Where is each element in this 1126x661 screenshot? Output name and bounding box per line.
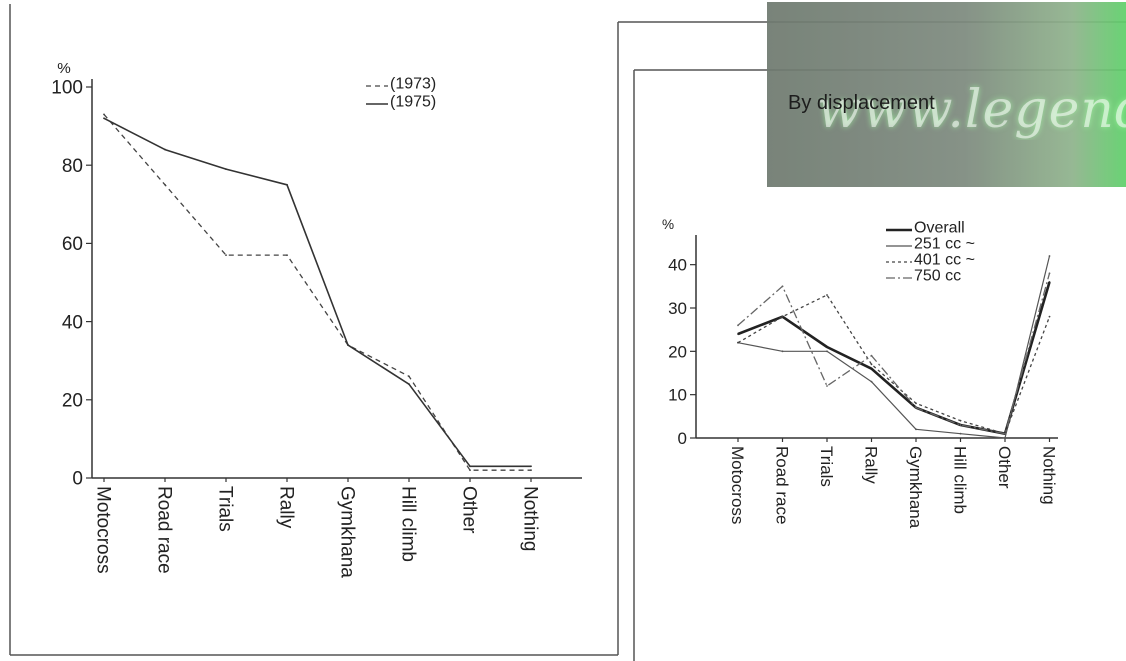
data-point <box>870 380 873 383</box>
x-tick-label: Trials <box>817 446 836 487</box>
y-tick-label: 40 <box>668 256 687 275</box>
data-point <box>1004 432 1006 435</box>
y-axis-unit-label: % <box>662 217 674 232</box>
legend-label: Overall <box>914 219 965 236</box>
data-point <box>1048 281 1051 283</box>
data-point <box>826 350 828 353</box>
data-point <box>408 375 410 378</box>
data-point <box>1048 315 1051 318</box>
data-point <box>826 385 828 387</box>
data-point <box>737 324 739 327</box>
series-line-401-cc <box>737 294 1051 435</box>
data-point <box>826 294 828 296</box>
data-point <box>915 428 917 431</box>
data-point <box>469 465 471 468</box>
x-tick-label: Motocross <box>728 446 747 524</box>
data-point <box>530 469 532 472</box>
y-tick-label: 0 <box>72 469 83 490</box>
data-point <box>1004 437 1006 439</box>
data-point <box>781 285 784 288</box>
data-point <box>469 469 471 472</box>
data-point <box>164 148 166 151</box>
x-tick-label: Rally <box>862 446 881 484</box>
x-tick-label: Rally <box>275 486 296 529</box>
data-point <box>915 402 917 405</box>
x-tick-label: Gymkhana <box>906 446 925 529</box>
data-point <box>164 183 166 186</box>
data-point <box>959 419 962 422</box>
x-tick-label: Hill climb <box>951 446 970 514</box>
legend-label: 251 cc ~ <box>914 235 975 252</box>
y-tick-label: 10 <box>668 386 687 405</box>
data-point <box>737 333 739 335</box>
x-tick-label: Other <box>995 446 1014 489</box>
data-point <box>225 168 227 171</box>
data-point <box>530 465 532 468</box>
data-point <box>959 432 962 435</box>
legend-label: (1973) <box>390 75 436 92</box>
left-panel-frame <box>9 4 619 656</box>
y-tick-label: 0 <box>678 429 687 448</box>
data-point <box>959 424 962 426</box>
right-chart-title: By displacement <box>788 92 935 114</box>
y-tick-label: 20 <box>62 390 83 411</box>
x-tick-label: Nothing <box>1040 446 1059 505</box>
data-point <box>103 117 105 120</box>
data-point <box>225 254 227 257</box>
y-tick-label: 40 <box>62 312 83 333</box>
data-point <box>870 367 873 370</box>
x-tick-label: Motocross <box>92 486 113 574</box>
legend-label: (1975) <box>390 93 436 110</box>
x-tick-label: Other <box>458 486 479 534</box>
series-line-1975 <box>103 117 531 468</box>
series-line-251-cc <box>737 255 1051 439</box>
x-tick-label: Nothing <box>519 486 540 552</box>
y-axis-unit-label: % <box>57 60 71 77</box>
x-tick-label: Road race <box>153 486 174 574</box>
data-point <box>826 346 828 348</box>
y-tick-label: 100 <box>51 78 83 99</box>
legend-label: 401 cc ~ <box>914 251 975 268</box>
x-tick-label: Trials <box>214 486 235 532</box>
data-point <box>781 315 784 318</box>
data-point <box>737 341 739 344</box>
x-tick-label: Hill climb <box>397 486 418 562</box>
data-point <box>347 344 349 346</box>
watermark-overlay: www.legends <box>767 2 1126 187</box>
y-tick-label: 60 <box>62 234 83 255</box>
x-tick-label: Road race <box>773 446 792 524</box>
left-line-chart: 0 20 40 60 80 100% Motocross Road race Trials Ral… <box>51 60 582 578</box>
data-point <box>408 383 410 386</box>
data-point <box>103 113 105 116</box>
data-point <box>915 406 917 409</box>
y-tick-label: 20 <box>668 342 687 361</box>
right-line-chart: 0 10 20 30 40% Motocross Road race Trials Rally G… <box>662 217 1059 529</box>
data-point <box>1048 255 1051 257</box>
data-point <box>1048 272 1051 275</box>
data-point <box>286 254 288 257</box>
y-tick-label: 30 <box>668 299 687 318</box>
series-line-750-cc <box>737 273 1051 435</box>
data-point <box>870 354 873 357</box>
series-line-1973 <box>103 113 531 471</box>
series-line-overall <box>737 281 1051 436</box>
y-tick-label: 80 <box>62 156 83 177</box>
watermark-text: www.legends <box>817 80 1126 140</box>
x-tick-label: Gymkhana <box>336 486 357 578</box>
legend-label: 750 cc <box>914 267 961 284</box>
data-point <box>286 183 288 186</box>
data-point <box>781 350 784 353</box>
data-point <box>870 363 873 366</box>
